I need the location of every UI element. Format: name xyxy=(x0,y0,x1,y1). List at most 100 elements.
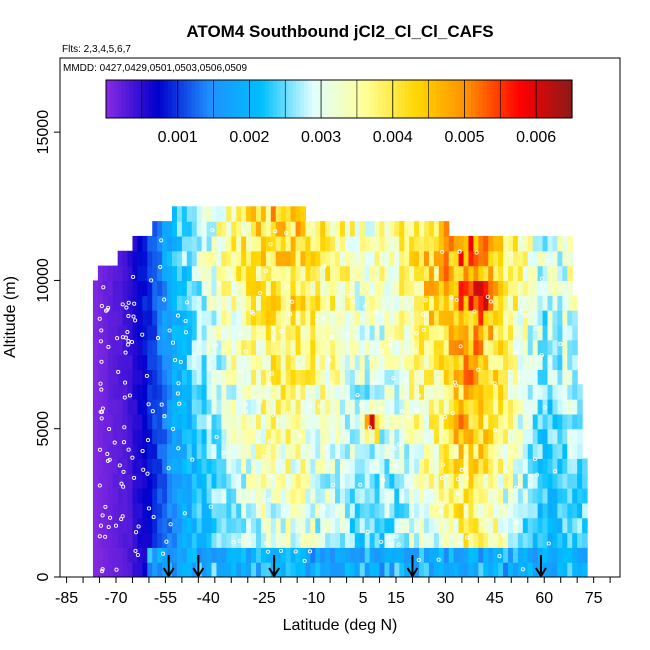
heatmap-cell xyxy=(206,547,213,563)
heatmap-cell xyxy=(236,458,242,474)
heatmap-cell xyxy=(290,458,297,474)
sample-point xyxy=(167,328,172,333)
heatmap-cell xyxy=(246,339,252,356)
colorbar-swatch xyxy=(533,80,538,118)
heatmap-cell xyxy=(236,221,242,237)
heatmap-cell xyxy=(478,310,484,326)
heatmap-cell xyxy=(478,413,484,430)
flight-arrow-icon xyxy=(162,555,175,578)
heatmap-cell xyxy=(399,354,405,370)
heatmap-cell xyxy=(463,384,470,400)
heatmap-cell xyxy=(176,384,183,400)
heatmap-cell xyxy=(508,532,514,548)
heatmap-cell xyxy=(246,428,252,445)
heatmap-cell xyxy=(463,458,470,474)
heatmap-cell xyxy=(498,324,504,341)
heatmap-cell xyxy=(369,428,376,445)
sample-point xyxy=(105,458,110,463)
heatmap-cell xyxy=(547,488,554,504)
heatmap-cell xyxy=(409,502,415,519)
heatmap-cell xyxy=(344,428,351,445)
heatmap-cell xyxy=(424,354,430,370)
heatmap-cell xyxy=(216,502,223,519)
heatmap-cell xyxy=(280,354,287,370)
heatmap-cell xyxy=(493,488,499,504)
heatmap-cell xyxy=(562,473,568,489)
heatmap-cell xyxy=(256,265,262,282)
heatmap-cell xyxy=(463,443,470,459)
heatmap-cell xyxy=(503,384,509,400)
heatmap-cell xyxy=(102,413,109,430)
heatmap-cell xyxy=(280,517,287,534)
heatmap-cell xyxy=(438,532,445,548)
heatmap-cell xyxy=(152,265,158,282)
heatmap-cell xyxy=(512,473,519,489)
heatmap-cell xyxy=(221,280,227,296)
heatmap-cell xyxy=(162,413,168,430)
heatmap-cell xyxy=(172,354,178,370)
heatmap-cell xyxy=(493,547,499,563)
heatmap-cell xyxy=(275,517,282,534)
heatmap-cell xyxy=(196,280,203,296)
heatmap-cell xyxy=(275,413,282,430)
heatmap-cell xyxy=(275,399,282,415)
heatmap-cell xyxy=(424,532,430,548)
heatmap-cell xyxy=(290,310,297,326)
heatmap-cell xyxy=(428,547,435,563)
heatmap-cell xyxy=(527,488,534,504)
heatmap-cell xyxy=(172,265,178,282)
sample-point xyxy=(329,335,334,340)
heatmap-cell xyxy=(320,532,326,548)
sample-point xyxy=(267,382,272,387)
heatmap-cell xyxy=(122,443,129,459)
heatmap-cell xyxy=(389,473,395,489)
heatmap-cell xyxy=(320,502,326,519)
heatmap-cell xyxy=(196,458,203,474)
heatmap-cell xyxy=(389,384,395,400)
sample-point xyxy=(162,297,167,302)
heatmap-cell xyxy=(152,339,158,356)
heatmap-cell xyxy=(226,369,232,385)
heatmap-cell xyxy=(275,547,282,563)
heatmap-cell xyxy=(260,295,267,311)
heatmap-cell xyxy=(162,399,168,415)
heatmap-cell xyxy=(315,517,321,534)
heatmap-cell xyxy=(359,443,366,459)
heatmap-cell xyxy=(315,488,321,504)
heatmap-cell xyxy=(572,324,578,341)
heatmap-cell xyxy=(246,310,252,326)
heatmap-cell xyxy=(562,517,568,534)
heatmap-cell xyxy=(325,384,331,400)
sample-point xyxy=(314,318,319,323)
heatmap-cell xyxy=(547,532,554,548)
heatmap-cell xyxy=(344,443,351,459)
heatmap-cell xyxy=(389,458,395,474)
heatmap-cell xyxy=(270,221,277,237)
heatmap-cell xyxy=(389,310,395,326)
heatmap-cell xyxy=(280,547,287,563)
heatmap-cell xyxy=(157,280,163,296)
heatmap-cell xyxy=(433,354,440,370)
heatmap-cell xyxy=(349,295,356,311)
sample-point xyxy=(442,414,448,419)
heatmap-cell xyxy=(236,339,242,356)
x-tick-label: 30 xyxy=(437,590,455,607)
heatmap-cell xyxy=(572,369,578,385)
heatmap-cell xyxy=(394,399,400,415)
heatmap-cell xyxy=(508,295,514,311)
heatmap-cell xyxy=(527,562,534,577)
heatmap-cell xyxy=(216,413,223,430)
heatmap-cell xyxy=(488,547,494,563)
heatmap-cell xyxy=(428,354,435,370)
heatmap-cell xyxy=(315,458,321,474)
heatmap-cell xyxy=(463,413,470,430)
heatmap-cell xyxy=(211,221,218,237)
heatmap-cell xyxy=(270,488,277,504)
heatmap-cell xyxy=(172,428,178,445)
sample-point xyxy=(131,274,136,279)
heatmap-cell xyxy=(122,488,129,504)
heatmap-cell xyxy=(206,250,213,267)
heatmap-cell xyxy=(236,532,242,548)
heatmap-cell xyxy=(522,354,529,370)
heatmap-cell xyxy=(206,488,213,504)
